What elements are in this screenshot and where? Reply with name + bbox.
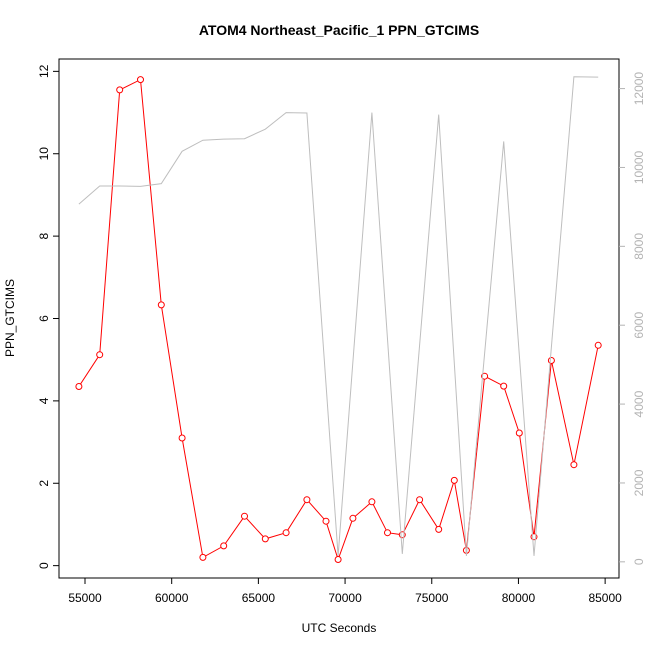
x-tick-label: 85000 [588,591,622,605]
ppn-point [282,529,290,537]
x-tick-label: 55000 [68,591,102,605]
ppn-point [220,542,228,550]
plot-frame [58,58,620,579]
y-tick-label-left: 0 [37,562,51,569]
ppn-point [416,496,424,504]
y-tick-label-right: 12000 [632,72,646,106]
y-tick-label-right: 6000 [632,312,646,339]
y-tick-label-left: 6 [37,315,51,322]
y-tick-label-left: 12 [37,64,51,78]
y-tick-label-left: 4 [37,397,51,404]
x-tick-label: 70000 [328,591,362,605]
ppn-point [199,553,207,561]
x-tick-label: 80000 [502,591,536,605]
y-axis-label: PPN_GTCIMS [3,279,17,357]
ppn-point [96,351,104,359]
ppn-point [116,86,124,94]
altitude-line [78,76,599,556]
ppn-point [178,434,186,442]
ppn-point [368,498,376,506]
ppn-line [78,78,599,562]
ppn-point [137,76,144,84]
y-tick-label-right: 0 [632,558,646,565]
y-tick-label-right: 2000 [632,469,646,496]
ppn-point [435,525,443,533]
y-tick-label-left: 2 [37,480,51,487]
y-tick-label-right: 4000 [632,390,646,417]
y-tick-label-right: 8000 [632,233,646,260]
ppn-point [241,512,248,520]
ppn-point [322,517,330,525]
series-layer [75,76,602,563]
y-tick-label-left: 10 [37,147,51,161]
ppn-point [384,529,391,537]
ppn-point [261,535,269,543]
ppn-point [303,496,311,504]
x-tick-label: 65000 [242,591,276,605]
ppn-point [157,301,165,309]
x-tick-label: 75000 [415,591,449,605]
chart-title: ATOM4 Northeast_Pacific_1 PPN_GTCIMS [199,22,479,38]
ppn-point [75,383,83,390]
ppn-point [515,429,523,437]
y-tick-label-right: 10000 [632,150,646,184]
ppn-point [450,476,458,484]
x-axis-label: UTC Seconds [302,621,377,635]
ppn-point [594,341,602,349]
y-tick-label-left: 8 [37,232,51,239]
ppn-point [500,382,508,390]
x-tick-label: 60000 [155,591,189,605]
ppn-point [334,556,342,563]
ppn-point [570,461,578,469]
x-axis: 55000 60000 65000 70000 75000 80000 85000 [68,578,622,605]
ppn-point [547,357,555,364]
y-axis-right: 0 2000 4000 6000 8000 10000 12000 [619,72,646,565]
ppn-point [349,514,357,522]
y-axis-left: 0 2 4 6 8 10 12 [37,64,59,569]
